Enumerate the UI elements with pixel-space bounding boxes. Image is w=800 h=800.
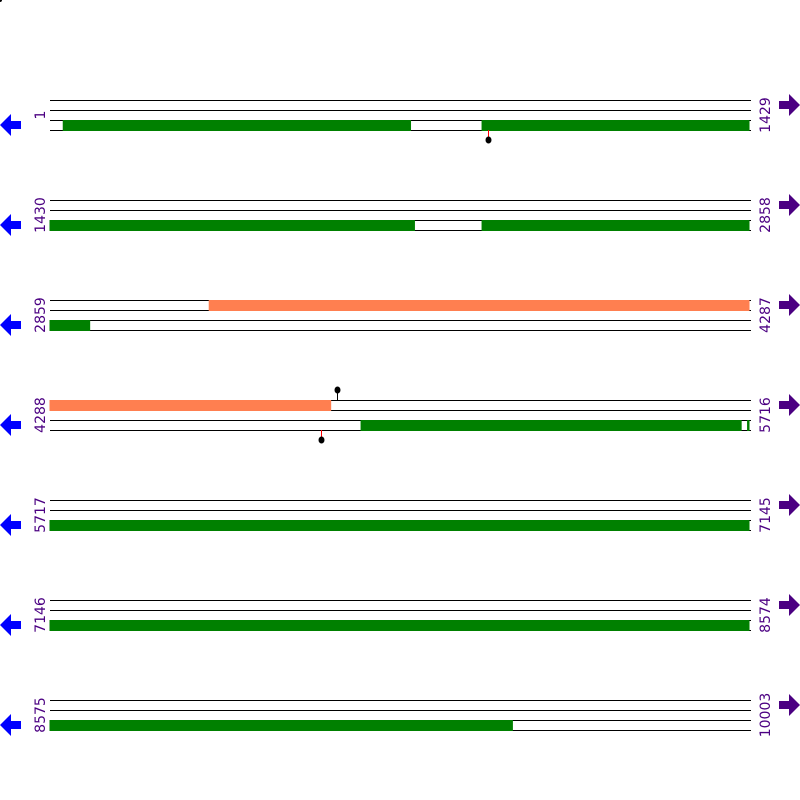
site-marker[interactable] xyxy=(485,136,492,144)
cds-feature[interactable] xyxy=(360,420,742,431)
arrow-left-icon[interactable] xyxy=(0,614,21,636)
row-end-label: 1429 xyxy=(758,97,774,133)
corner-dot xyxy=(0,0,2,2)
row-start-label: 7146 xyxy=(33,597,49,633)
cds-feature[interactable] xyxy=(49,520,750,531)
arrow-left-icon[interactable] xyxy=(0,514,21,536)
arrow-right-icon[interactable] xyxy=(779,694,800,716)
map-row: 1 1429 xyxy=(0,94,800,144)
map-row: 7146 8574 xyxy=(0,594,800,636)
site-marker[interactable] xyxy=(318,436,325,444)
row-end-label: 8574 xyxy=(758,597,774,633)
row-end-label: 2858 xyxy=(758,197,774,233)
row-end-label: 7145 xyxy=(758,497,774,533)
site-marker[interactable] xyxy=(334,386,341,394)
map-row: 2859 4287 xyxy=(0,294,800,336)
cds-feature[interactable] xyxy=(49,720,513,731)
row-start-label: 2859 xyxy=(33,297,49,333)
map-row: 4288 5716 xyxy=(0,386,800,444)
row-end-label: 5716 xyxy=(758,397,774,433)
row-start-label: 5717 xyxy=(33,497,49,533)
arrow-left-icon[interactable] xyxy=(0,214,21,236)
arrow-left-icon[interactable] xyxy=(0,714,21,736)
cds-feature[interactable] xyxy=(49,320,91,331)
cds-feature[interactable] xyxy=(49,620,750,631)
map-row: 8575 10003 xyxy=(0,693,800,738)
arrow-left-icon[interactable] xyxy=(0,314,21,336)
map-row: 1430 2858 xyxy=(0,194,800,236)
region-feature[interactable] xyxy=(208,300,750,311)
cds-feature[interactable] xyxy=(62,120,412,131)
row-start-label: 4288 xyxy=(33,397,49,433)
row-start-label: 1430 xyxy=(33,197,49,233)
arrow-right-icon[interactable] xyxy=(779,294,800,316)
arrow-right-icon[interactable] xyxy=(779,394,800,416)
arrow-right-icon[interactable] xyxy=(779,594,800,616)
arrow-right-icon[interactable] xyxy=(779,194,800,216)
row-start-label: 1 xyxy=(33,111,49,120)
cds-feature[interactable] xyxy=(49,220,415,231)
cds-feature[interactable] xyxy=(481,120,750,131)
arrow-left-icon[interactable] xyxy=(0,114,21,136)
arrow-right-icon[interactable] xyxy=(779,494,800,516)
cds-feature[interactable] xyxy=(481,220,750,231)
region-feature[interactable] xyxy=(49,400,332,411)
cds-feature[interactable] xyxy=(747,420,750,431)
row-end-label: 4287 xyxy=(758,297,774,333)
row-start-label: 8575 xyxy=(33,697,49,733)
arrow-right-icon[interactable] xyxy=(779,94,800,116)
row-end-label: 10003 xyxy=(758,693,774,738)
arrow-left-icon[interactable] xyxy=(0,414,21,436)
map-row: 5717 7145 xyxy=(0,494,800,536)
